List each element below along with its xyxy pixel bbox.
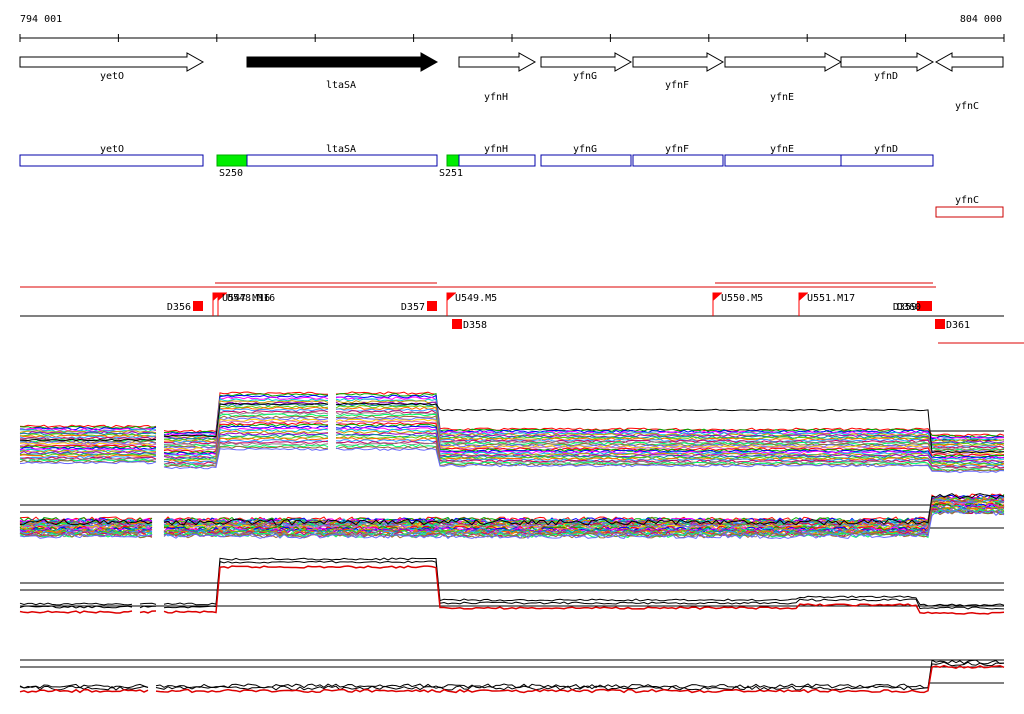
profile-line [19,493,1005,526]
gene-label-yetO: yetO [100,71,124,82]
profile-line [19,664,1005,694]
transcript-box-yfnH[interactable] [458,154,536,167]
profile-line [19,510,1005,540]
transcript-label-yfnF: yfnF [665,144,689,155]
marker-U549[interactable] [447,293,456,301]
transcript-box-yfnC[interactable] [935,206,1004,218]
marker-label-D358: D358 [463,320,487,331]
gene-arrow-yfnD[interactable] [840,52,935,72]
marker-label-D360: D360 [897,302,921,313]
profile-line [19,447,1005,474]
promoter-label-S251: S251 [439,168,463,179]
transcript-box-yfnF[interactable] [632,154,724,167]
marker-label-D357: D357 [401,302,425,313]
marker-D360[interactable] [922,301,932,311]
marker-label-U548: U548.M16 [227,293,275,304]
profile-line [19,437,1005,467]
gene-arrow-ltaSA[interactable] [246,52,439,72]
profile-line [19,659,1005,689]
marker-label-D356: D356 [167,302,191,313]
transcript-box-yetO[interactable] [19,154,204,167]
gene-arrow-yfnE[interactable] [724,52,843,72]
transcript-track: yetO ltaSA yfnH yfnG yfnF yfnE yfnD yfnC… [19,144,1004,218]
expression-panel-2 [19,493,1005,540]
transcript-label-yfnE: yfnE [770,144,794,155]
coord-start-label: 794 001 [20,14,62,25]
gene-label-yfnH: yfnH [484,92,508,103]
marker-D358[interactable] [452,319,462,329]
gene-arrow-yfnF[interactable] [632,52,725,72]
profile-line [19,565,1005,615]
marker-label-D361: D361 [946,320,970,331]
marker-D356[interactable] [193,301,203,311]
marker-U551[interactable] [799,293,808,301]
marker-label-U550: U550.M5 [721,293,763,304]
promoter-box-S250[interactable] [216,154,248,167]
profile-line [19,410,1005,449]
transcript-label-yfnC: yfnC [955,195,979,206]
transcript-label-ltaSA: ltaSA [326,144,356,155]
expression-panel-3 [19,557,1005,615]
profile-line [19,402,1005,454]
profile-line [19,557,1005,607]
transcript-label-yfnG: yfnG [573,144,597,155]
gene-arrow-yfnH[interactable] [458,52,537,72]
marker-D357[interactable] [427,301,437,311]
ruler-ticks [19,34,1005,42]
transcript-box-ltaSA[interactable] [246,154,438,167]
transcript-box-yfnE[interactable] [724,154,842,167]
gene-label-yfnE: yfnE [770,92,794,103]
gene-label-ltaSA: ltaSA [326,80,356,91]
transcript-label-yfnD: yfnD [874,144,898,155]
gene-label-yfnF: yfnF [665,80,689,91]
marker-label-U549: U549.M5 [455,293,497,304]
gene-label-yfnD: yfnD [874,71,898,82]
profile-line [19,396,1005,441]
gene-label-yfnC: yfnC [955,101,979,112]
promoter-box-S251[interactable] [446,154,460,167]
marker-U550[interactable] [713,293,722,301]
marker-U548[interactable] [218,293,227,301]
gene-label-yfnG: yfnG [573,71,597,82]
profile-line [19,493,1005,523]
expression-panel-1 [19,391,1005,474]
marker-label-U547: U547.M16 [222,293,270,304]
marker-D361[interactable] [935,319,945,329]
transcript-box-yfnG[interactable] [540,154,632,167]
transcript-box-yfnD[interactable] [840,154,934,167]
promoter-label-S250: S250 [219,168,243,179]
gene-arrow-yfnC[interactable] [934,52,1004,72]
transcript-label-yfnH: yfnH [484,144,508,155]
gene-arrow-yetO[interactable] [19,52,205,72]
feature-track: D356 U547.M16 U548.M16 D357 U549.M5 D358… [20,282,1024,344]
gene-arrow-yfnG[interactable] [540,52,633,72]
transcript-label-yetO: yetO [100,144,124,155]
marker-label-D359: D359 [893,302,917,313]
coord-end-label: 804 000 [960,14,1002,25]
gene-arrow-track: yetO ltaSA yfnH yfnG yfnF yfnE yfnD yfnC [19,52,1004,112]
marker-label-U551: U551.M17 [807,293,855,304]
profile-line [19,560,1005,610]
expression-panel-4 [19,659,1005,694]
